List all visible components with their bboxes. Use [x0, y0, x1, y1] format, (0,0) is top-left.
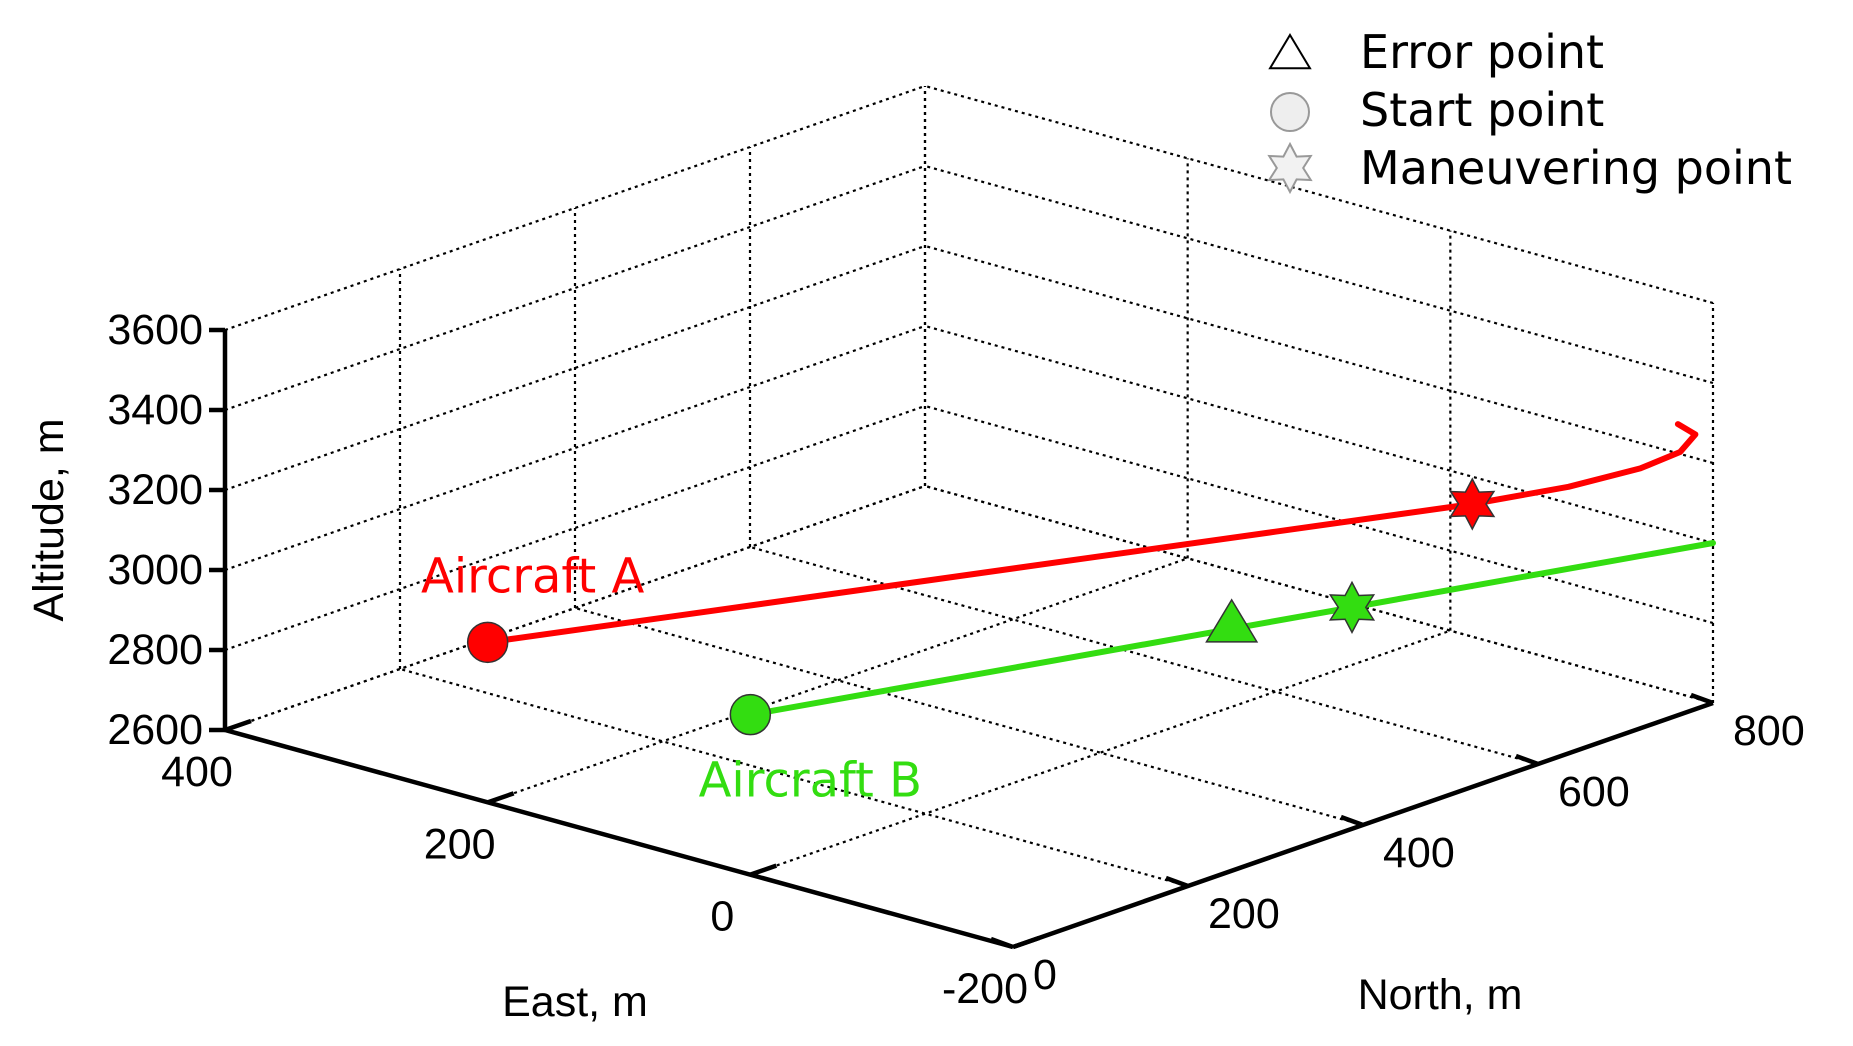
grid-line-backwall-alt: [224, 164, 926, 412]
circle-icon: [1270, 92, 1310, 132]
grid-line-sidewall-alt: [924, 164, 1714, 385]
grid-line-sidewall-alt: [924, 244, 1714, 465]
aircraft-b-start-point: [729, 693, 772, 736]
triangle-icon: [1268, 33, 1312, 70]
aircraft-a-label: Aircraft A: [421, 548, 645, 604]
aircraft-a-trajectory: [484, 421, 1699, 646]
grid-line-floor-north: [749, 545, 1539, 766]
grid-line-floor-north: [399, 667, 1189, 888]
grid-line-backwall-alt: [224, 484, 926, 732]
z-axis-title: Altitude, m: [25, 418, 73, 621]
altitude-tick-label: 3000: [107, 546, 203, 594]
grid-line-sidewall-alt: [924, 484, 1714, 705]
north-tick: [990, 936, 1014, 950]
north-tick-label: 600: [1558, 768, 1630, 816]
legend-entry: Error point: [1268, 25, 1604, 79]
grid-line-floor-east: [749, 629, 1451, 876]
grid-line-sidewall-alt: [924, 324, 1714, 545]
altitude-tick-label: 3200: [107, 466, 203, 514]
axes: -200020040002004006008002600280030003200…: [107, 306, 1804, 1013]
north-tick-label: 0: [1033, 951, 1057, 999]
east-tick-label: 0: [710, 893, 734, 941]
grid-line-floor-north: [574, 606, 1364, 827]
aircraft-b-label: Aircraft B: [699, 753, 922, 809]
north-tick-label: 400: [1383, 829, 1455, 877]
east-tick: [1012, 935, 1040, 950]
grid-line-sidewall-alt: [924, 84, 1714, 305]
north-tick-label: 200: [1208, 890, 1280, 938]
north-tick: [1515, 753, 1539, 767]
altitude-tick-label: 2600: [107, 706, 203, 754]
legend-label: Start point: [1360, 83, 1604, 137]
grid-line-backwall-alt: [224, 244, 926, 492]
north-tick: [1165, 875, 1189, 889]
legend-label: Maneuvering point: [1360, 141, 1792, 195]
aircraft-b-error-point: [1205, 598, 1259, 643]
aircraft-a-start-point: [466, 621, 509, 664]
x-axis-title: East, m: [502, 978, 648, 1026]
east-tick: [486, 791, 515, 805]
east-axis-line: [224, 727, 1014, 950]
altitude-tick-label: 3400: [107, 386, 203, 434]
east-tick: [224, 718, 252, 733]
north-tick: [1340, 814, 1364, 828]
star-icon: [1267, 141, 1313, 195]
altitude-tick-label: 3600: [107, 306, 203, 354]
aircraft-b-maneuvering-point: [1328, 580, 1376, 635]
grid-line-floor-east: [487, 557, 1189, 804]
grid-line-backwall-alt: [224, 404, 926, 652]
legend-entry: Start point: [1270, 83, 1604, 137]
east-tick-label: 200: [424, 820, 496, 868]
east-tick-label: -200: [942, 965, 1028, 1013]
north-tick: [1690, 692, 1714, 706]
grid: [223, 84, 1715, 949]
east-tick: [749, 863, 778, 877]
grid-line-sidewall-alt: [924, 404, 1714, 625]
grid-line-backwall-alt: [224, 84, 926, 332]
legend-entry: Maneuvering point: [1267, 141, 1792, 195]
east-tick-label: 400: [161, 748, 233, 796]
grid-line-backwall-alt: [224, 324, 926, 572]
legend-label: Error point: [1360, 25, 1604, 79]
labels: Aircraft A Aircraft B: [421, 548, 922, 808]
y-axis-title: North, m: [1358, 971, 1523, 1019]
north-tick-label: 800: [1733, 707, 1805, 755]
aircraft-a-maneuvering-point: [1449, 477, 1496, 531]
altitude-tick-label: 2800: [107, 626, 203, 674]
series: [466, 421, 1716, 736]
